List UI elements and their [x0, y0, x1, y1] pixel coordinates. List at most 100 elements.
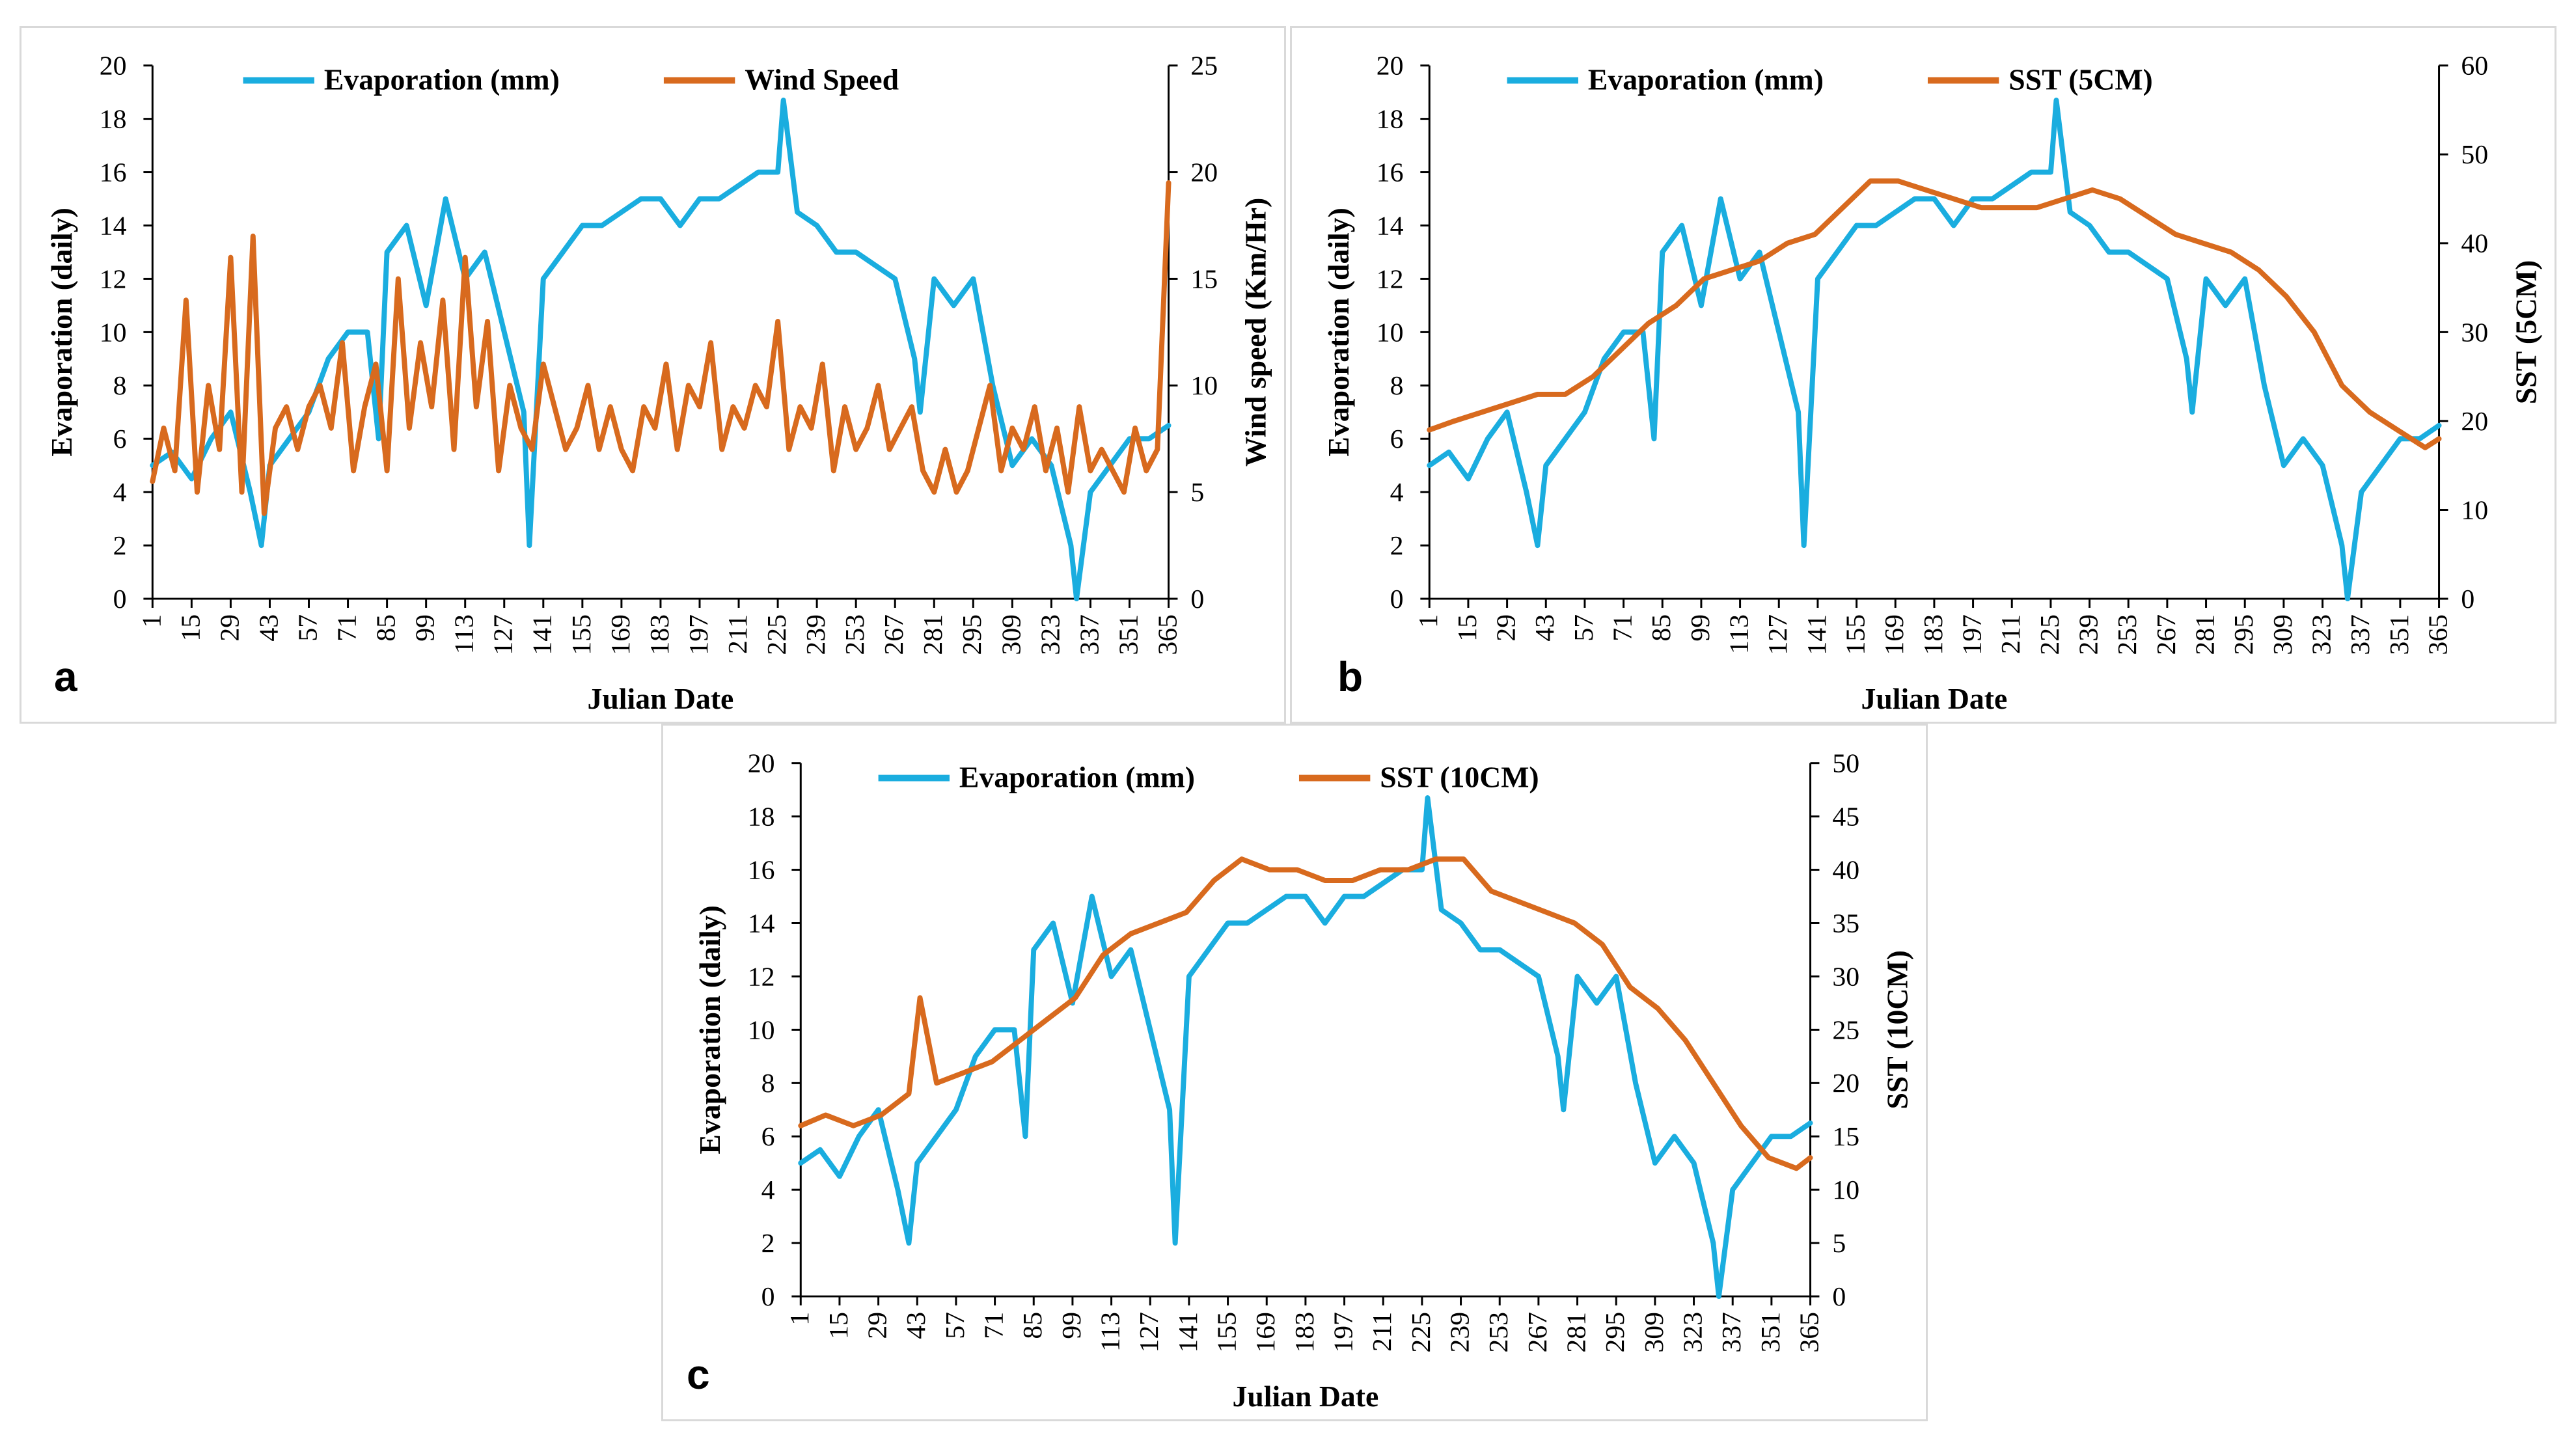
x-tick-label: 29 [215, 614, 245, 642]
x-tick-label: 71 [980, 1312, 1009, 1339]
y-right-tick-label: 10 [1190, 371, 1218, 401]
x-tick-label: 99 [1057, 1312, 1087, 1339]
x-tick-label: 239 [2074, 614, 2103, 655]
y-axis-left-title: Evaporation (daily) [45, 208, 78, 456]
x-tick-label: 127 [1134, 1312, 1164, 1353]
x-tick-label: 211 [1367, 1312, 1397, 1352]
x-tick-label: 239 [801, 614, 831, 655]
x-tick-label: 169 [1251, 1312, 1281, 1353]
y-left-tick-label: 18 [748, 802, 775, 832]
x-tick-label: 15 [176, 614, 206, 642]
x-tick-label: 365 [2423, 614, 2453, 655]
x-tick-label: 309 [2268, 614, 2298, 655]
x-tick-label: 281 [918, 614, 948, 655]
y-right-tick-label: 30 [1832, 962, 1859, 992]
x-tick-label: 15 [1453, 614, 1483, 642]
chart-c-svg: 0 2 4 6 8 10 12 14 16 18 20 0 5 10 15 20 25 30 35 40 45 50 1 15… [693, 749, 1914, 1413]
x-tick-label: 323 [1035, 614, 1065, 655]
x-tick-label: 43 [254, 614, 284, 642]
x-tick-label: 183 [645, 614, 675, 655]
y-axis-left-title: Evaporation (daily) [1322, 208, 1355, 456]
y-left-tick-label: 8 [113, 371, 127, 401]
y-right-tick-label: 0 [1190, 584, 1204, 614]
y-right-tick-label: 10 [2461, 495, 2488, 525]
y-left-tick-label: 20 [748, 749, 775, 779]
y-right-tick-label: 35 [1832, 908, 1859, 938]
x-tick-label: 15 [824, 1312, 854, 1339]
y-left-tick-label: 16 [748, 855, 775, 885]
x-tick-label: 225 [762, 614, 792, 655]
x-tick-label: 155 [567, 614, 597, 655]
y-left-tick-label: 4 [1390, 478, 1404, 508]
legend-label: Evaporation (mm) [324, 62, 560, 96]
chart-a-svg: 0 2 4 6 8 10 12 14 16 18 20 0 5 10 15 20 25 1 15 29 43 57 71 85… [45, 51, 1272, 716]
x-tick-label: 197 [684, 614, 714, 655]
x-tick-label: 1 [137, 614, 167, 628]
x-tick-label: 71 [1608, 614, 1638, 642]
y-right-tick-label: 60 [2461, 51, 2488, 81]
series-line-secondary [1427, 178, 2442, 450]
x-tick-label: 113 [1096, 1312, 1126, 1352]
chart-panel-c: 0 2 4 6 8 10 12 14 16 18 20 0 5 10 15 20 25 30 35 40 45 50 1 15… [661, 724, 1928, 1421]
chart-panel-a: 0 2 4 6 8 10 12 14 16 18 20 0 5 10 15 20 25 1 15 29 43 57 71 85… [20, 26, 1286, 724]
x-tick-label: 183 [1290, 1312, 1320, 1353]
panel-label-b: b [1337, 653, 1363, 700]
y-left-tick-label: 8 [1390, 371, 1404, 401]
y-right-tick-label: 20 [1832, 1069, 1859, 1098]
y-left-tick-label: 14 [748, 908, 775, 938]
y-left-tick-label: 14 [100, 211, 127, 241]
y-left-tick-label: 10 [1377, 318, 1404, 348]
x-tick-label: 43 [1530, 614, 1560, 642]
x-tick-label: 113 [450, 614, 480, 654]
y-left-tick-label: 14 [1377, 211, 1404, 241]
x-tick-label: 99 [1686, 614, 1716, 642]
x-tick-label: 337 [2346, 614, 2376, 655]
x-tick-label: 351 [1114, 614, 1144, 655]
y-left-tick-label: 12 [100, 264, 127, 294]
y-left-tick-label: 6 [761, 1122, 775, 1152]
x-tick-label: 183 [1919, 614, 1949, 655]
x-tick-label: 197 [1329, 1312, 1359, 1353]
x-tick-label: 169 [1880, 614, 1910, 655]
x-tick-label: 85 [1647, 614, 1677, 642]
y-right-tick-label: 40 [2461, 229, 2488, 259]
y-right-tick-label: 50 [2461, 140, 2488, 170]
y-left-tick-label: 4 [113, 478, 127, 508]
y-left-tick-label: 16 [100, 157, 127, 187]
panel-label-a: a [54, 653, 77, 700]
series-line-secondary [150, 180, 1172, 516]
y-left-tick-label: 2 [113, 531, 127, 561]
x-tick-label: 141 [528, 614, 558, 655]
x-axis-title: Julian Date [587, 682, 733, 715]
x-tick-label: 365 [1794, 1312, 1824, 1353]
y-left-tick-label: 6 [1390, 424, 1404, 454]
y-right-tick-label: 15 [1832, 1122, 1859, 1152]
x-tick-label: 29 [863, 1312, 893, 1339]
y-right-tick-label: 50 [1832, 749, 1859, 779]
x-tick-label: 295 [1600, 1312, 1630, 1353]
chart-b-svg: 0 2 4 6 8 10 12 14 16 18 20 0 10 20 30 40 50 60 1 15 29 43 57 7… [1322, 51, 2543, 716]
legend-label: SST (10CM) [1380, 760, 1539, 793]
panel-label-c: c [687, 1351, 710, 1398]
x-tick-label: 281 [1561, 1312, 1591, 1353]
y-left-tick-label: 2 [1390, 531, 1404, 561]
x-tick-label: 337 [1717, 1312, 1747, 1353]
x-tick-label: 295 [2229, 614, 2259, 655]
x-tick-label: 43 [901, 1312, 931, 1339]
x-tick-label: 267 [2152, 614, 2182, 655]
y-right-tick-label: 25 [1190, 51, 1218, 81]
x-tick-label: 337 [1075, 614, 1104, 655]
x-tick-label: 57 [293, 614, 323, 642]
x-tick-label: 239 [1445, 1312, 1475, 1353]
x-tick-label: 99 [411, 614, 441, 642]
x-axis-title: Julian Date [1861, 682, 2007, 715]
y-left-tick-label: 6 [113, 424, 127, 454]
y-right-tick-label: 5 [1832, 1229, 1846, 1259]
y-left-tick-label: 0 [1390, 584, 1404, 614]
x-tick-label: 1 [1414, 614, 1444, 628]
x-tick-label: 295 [957, 614, 987, 655]
y-right-tick-label: 20 [2461, 407, 2488, 437]
x-tick-label: 155 [1213, 1312, 1242, 1353]
x-tick-label: 253 [2113, 614, 2143, 655]
x-axis-title: Julian Date [1232, 1380, 1378, 1413]
